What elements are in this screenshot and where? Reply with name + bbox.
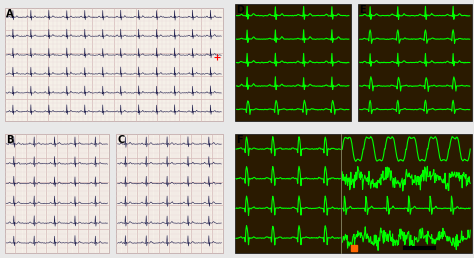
Text: F: F — [236, 135, 243, 146]
Text: E: E — [359, 5, 366, 15]
Bar — [235, 134, 472, 253]
Bar — [116, 134, 223, 253]
Text: A: A — [6, 9, 14, 19]
Text: D: D — [236, 5, 244, 15]
Bar — [235, 4, 351, 121]
Text: C: C — [118, 135, 125, 146]
Text: B: B — [6, 135, 14, 146]
Bar — [5, 8, 223, 121]
Bar — [358, 4, 472, 121]
Bar — [5, 134, 109, 253]
